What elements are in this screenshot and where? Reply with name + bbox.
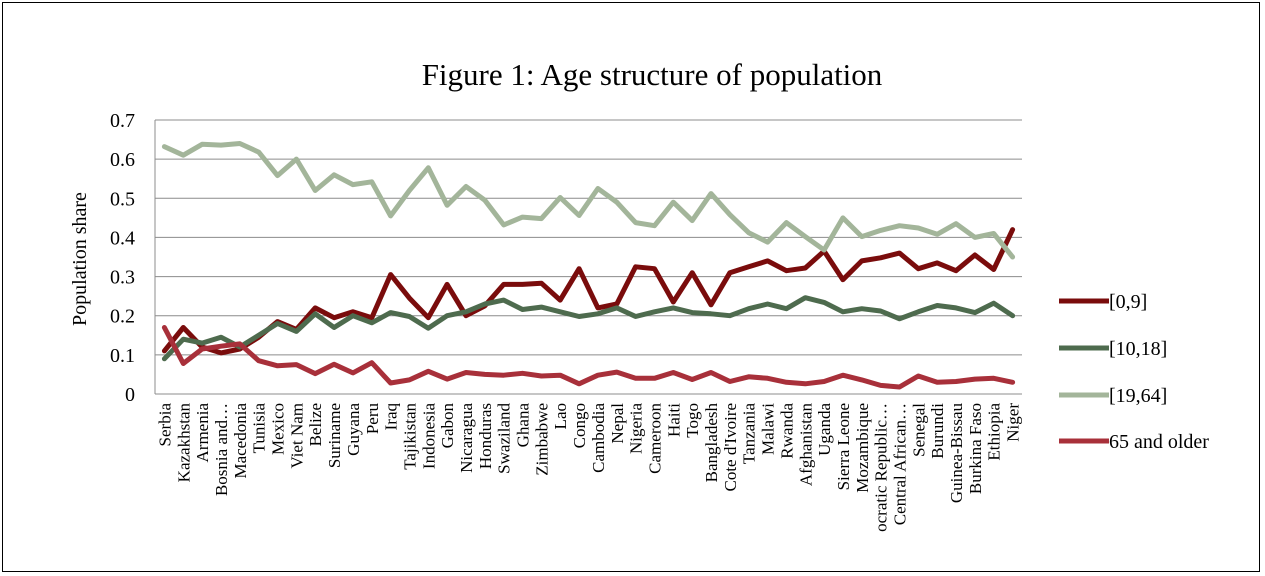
x-tick-label: ocratic Republic… bbox=[872, 403, 891, 532]
chart-title: Figure 1: Age structure of population bbox=[422, 57, 883, 92]
y-tick-label: 0.1 bbox=[110, 345, 135, 367]
x-tick-label: Gabon bbox=[438, 403, 457, 449]
y-tick-label: 0.5 bbox=[110, 188, 135, 210]
x-tick-label: Macedonia bbox=[231, 403, 250, 479]
x-tick-label: Togo bbox=[683, 403, 702, 438]
legend-label: [19,64] bbox=[1109, 385, 1167, 407]
x-tick-label: Cote d'Ivoire bbox=[721, 403, 740, 492]
x-tick-label: Cambodia bbox=[589, 403, 608, 473]
x-tick-label: Burkina Faso bbox=[966, 403, 985, 494]
legend-label: [10,18] bbox=[1109, 338, 1167, 360]
x-tick-label: Niger bbox=[1004, 403, 1023, 442]
legend-label: 65 and older bbox=[1109, 431, 1209, 453]
x-tick-label: Lao bbox=[551, 403, 570, 429]
y-tick-label: 0 bbox=[125, 384, 135, 406]
x-tick-label: Zimbabwe bbox=[532, 403, 551, 476]
x-tick-label: Congo bbox=[570, 403, 589, 448]
x-tick-label: Tunisia bbox=[250, 403, 269, 454]
x-tick-label: Swaziland bbox=[495, 403, 514, 474]
legend-label: [0,9] bbox=[1109, 291, 1147, 313]
x-tick-label: Viet Nam bbox=[287, 403, 306, 469]
y-tick-label: 0.7 bbox=[110, 110, 135, 132]
y-axis-ticks: 0 0.1 0.2 0.3 0.4 0.5 0.6 0.7 bbox=[110, 110, 135, 406]
x-tick-label: Afghanistan bbox=[796, 403, 815, 487]
series-line-0 bbox=[161, 227, 1016, 356]
x-tick-label: Cameroon bbox=[645, 403, 664, 474]
series-line-2 bbox=[161, 141, 1016, 260]
x-tick-label: Nepal bbox=[608, 403, 627, 444]
line-chart: Figure 1: Age structure of population Po… bbox=[69, 57, 1209, 532]
x-tick-label: Indonesia bbox=[419, 403, 438, 470]
x-tick-label: Belize bbox=[306, 403, 325, 446]
x-tick-label: Tanzania bbox=[740, 403, 759, 465]
x-tick-label: Ethiopia bbox=[985, 403, 1004, 461]
series-line-1 bbox=[161, 295, 1016, 362]
x-tick-label: Mexico bbox=[269, 403, 288, 455]
y-tick-label: 0.3 bbox=[110, 267, 135, 289]
x-tick-label: Honduras bbox=[476, 403, 495, 469]
x-tick-label: Serbia bbox=[155, 403, 174, 447]
x-tick-label: Tajikistan bbox=[400, 403, 419, 470]
series-line-3 bbox=[161, 325, 1016, 390]
x-tick-label: Haiti bbox=[664, 403, 683, 437]
x-tick-label: Mozambique bbox=[853, 403, 872, 493]
x-tick-label: Bosnia and… bbox=[212, 403, 231, 496]
y-tick-label: 0.6 bbox=[110, 149, 135, 171]
x-tick-label: Bangladesh bbox=[702, 403, 721, 483]
x-tick-label: Iraq bbox=[382, 403, 401, 431]
x-tick-label: Malawi bbox=[759, 403, 778, 455]
legend: [0,9] [10,18] [19,64] 65 and older bbox=[1059, 291, 1209, 453]
y-tick-label: 0.2 bbox=[110, 306, 135, 328]
data-series bbox=[161, 141, 1016, 390]
x-tick-label: Central African… bbox=[890, 403, 909, 525]
x-tick-label: Senegal bbox=[909, 403, 928, 457]
y-axis-label: Population share bbox=[69, 192, 91, 326]
x-tick-label: Peru bbox=[363, 403, 382, 435]
x-tick-label: Guinea-Bissau bbox=[947, 403, 966, 504]
y-tick-label: 0.4 bbox=[110, 227, 135, 249]
x-tick-label: Nicaragua bbox=[457, 403, 476, 473]
x-axis-ticks: Serbia Kazakhstan Armenia Bosnia and… Macedo… bbox=[155, 403, 1022, 532]
x-tick-label: Burundi bbox=[928, 403, 947, 459]
x-tick-label: Suriname bbox=[325, 403, 344, 468]
x-tick-label: Kazakhstan bbox=[174, 403, 193, 483]
x-tick-label: Rwanda bbox=[777, 403, 796, 459]
x-tick-label: Guyana bbox=[344, 403, 363, 456]
x-tick-label: Ghana bbox=[514, 403, 533, 448]
x-tick-label: Armenia bbox=[193, 403, 212, 463]
x-tick-label: Nigeria bbox=[627, 403, 646, 454]
x-tick-label: Sierra Leone bbox=[834, 403, 853, 490]
x-tick-label: Uganda bbox=[815, 403, 834, 456]
